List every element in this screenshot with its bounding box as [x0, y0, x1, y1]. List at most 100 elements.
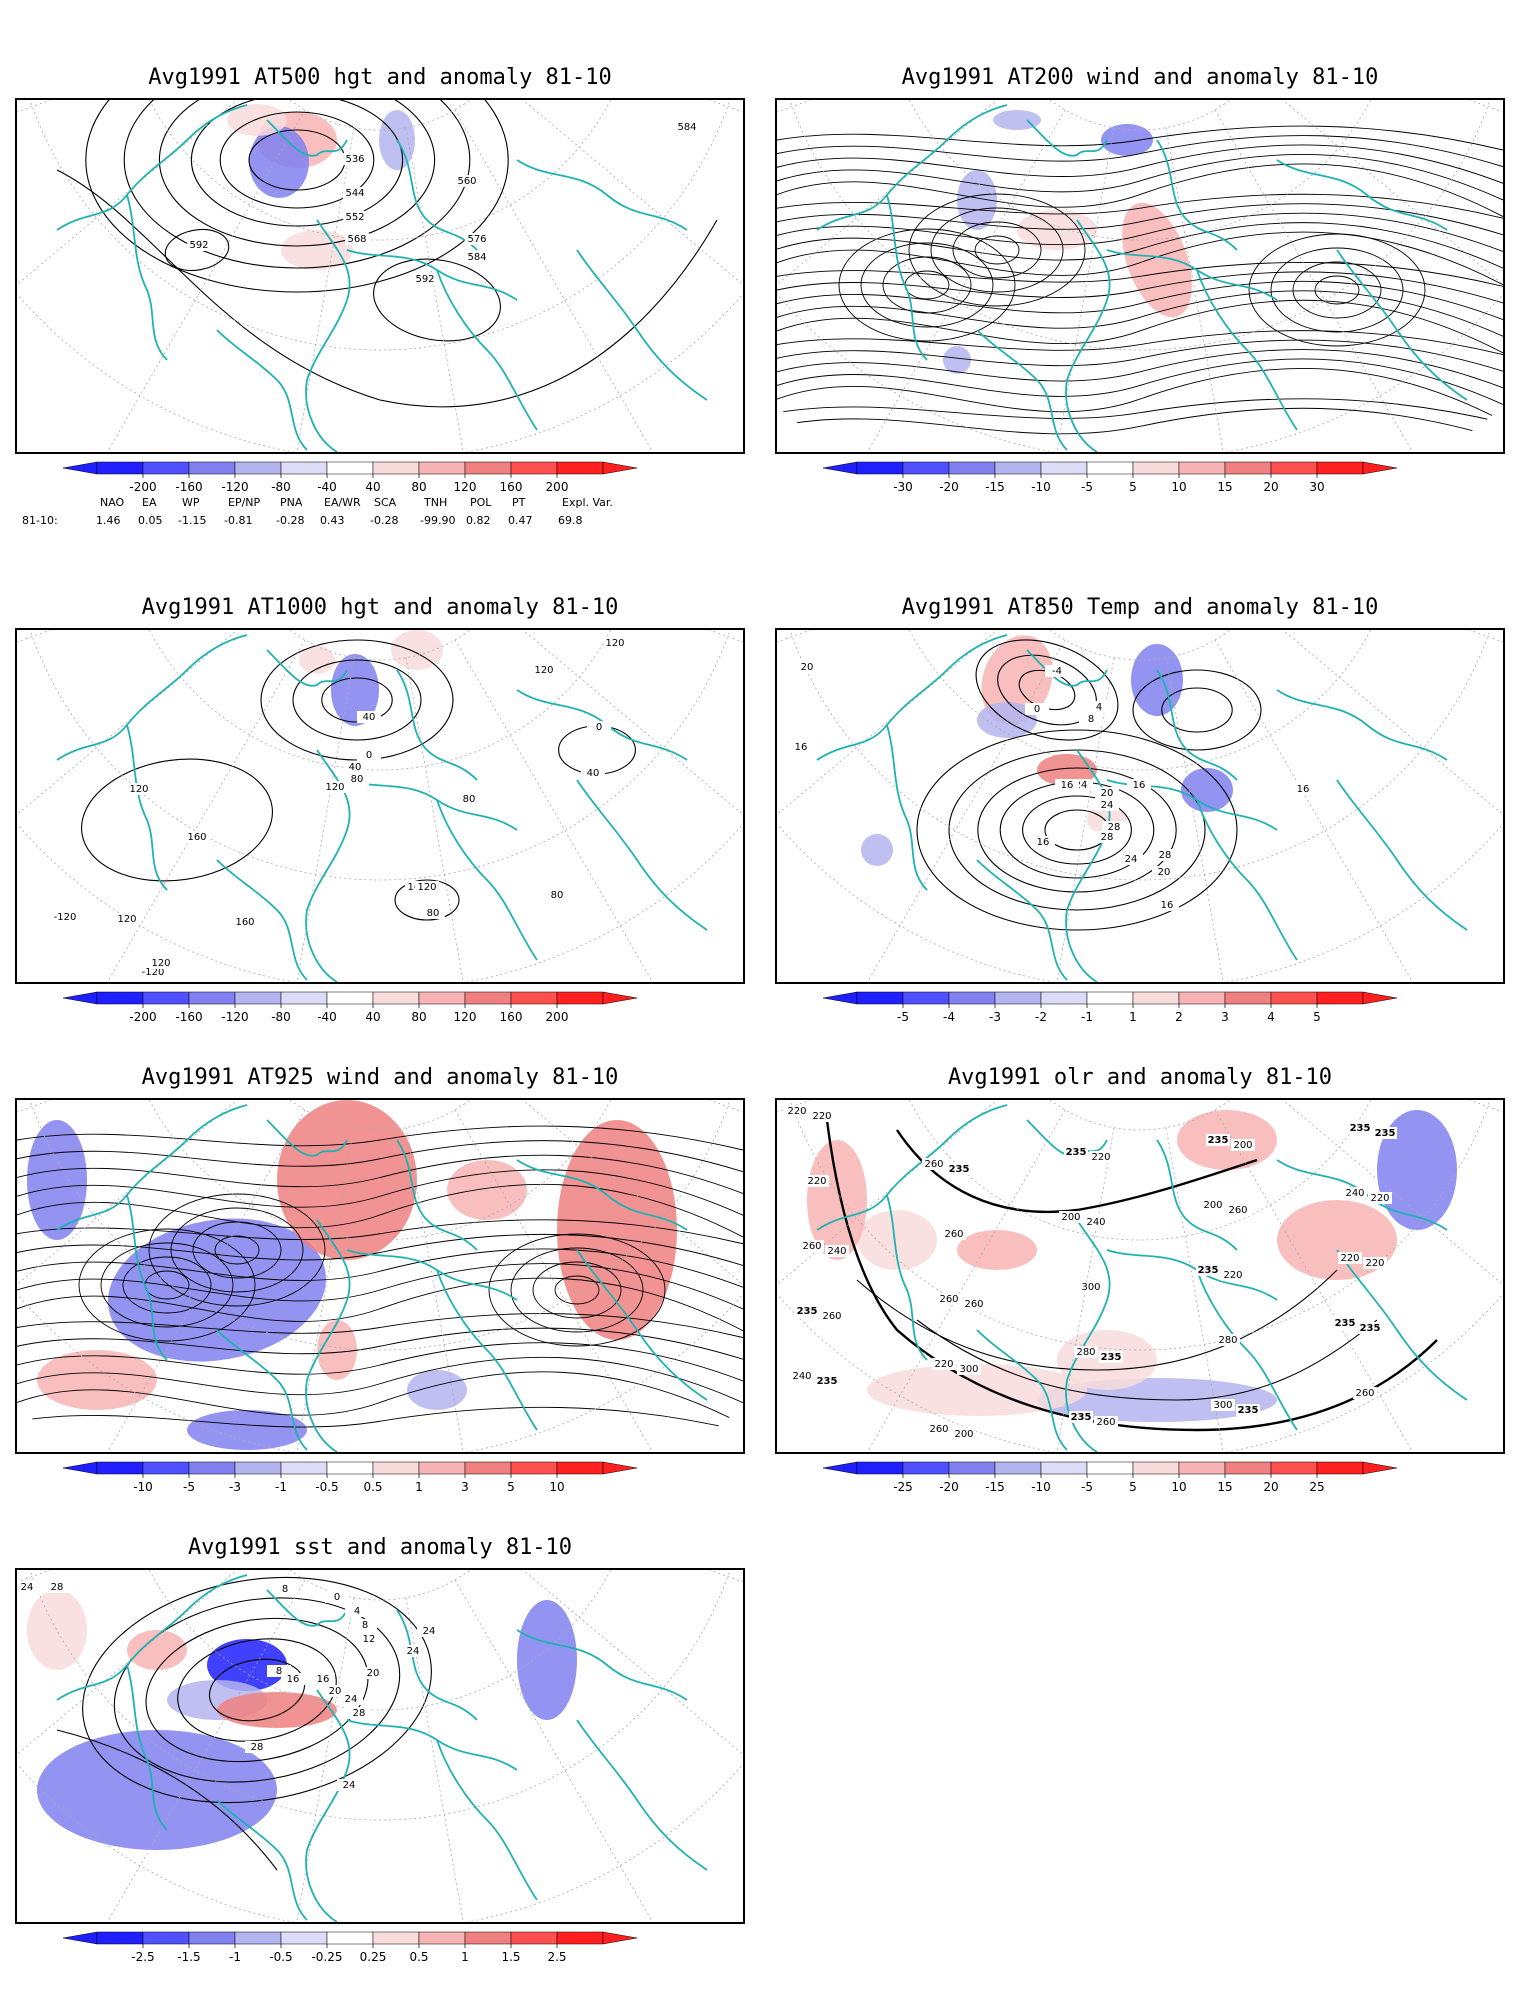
- streamline: [488, 1233, 666, 1347]
- colorbar-swatch: [1270, 461, 1318, 475]
- teleconnection-header: PNA: [280, 496, 303, 509]
- contour-label: 235: [1101, 1352, 1122, 1363]
- coastline: [1156, 1139, 1238, 1251]
- meridian-line: [777, 100, 1026, 341]
- colorbar-tick-label: -15: [985, 1480, 1005, 1494]
- panel-title: Avg1991 AT500 hgt and anomaly 81-10: [148, 65, 612, 90]
- contour-label-bg: [1221, 1269, 1245, 1281]
- contour-label-bg: [345, 1605, 369, 1617]
- colorbar-swatches: [62, 991, 638, 1005]
- contour-label: 28: [1101, 832, 1114, 843]
- contour-label: 200: [1203, 1200, 1222, 1211]
- contour-label-bg: [1055, 779, 1079, 791]
- contour-label: 300: [1213, 1400, 1232, 1411]
- streamline: [17, 1327, 743, 1360]
- panel-title: Avg1991 sst and anomaly 81-10: [187, 1535, 573, 1560]
- contour-label: 235: [1335, 1318, 1356, 1329]
- contour-label-bg: [465, 251, 489, 263]
- contour-label: 8: [276, 1666, 282, 1677]
- anomaly-shading: [391, 630, 443, 670]
- meridian-line: [1042, 127, 1115, 452]
- contour-label-bg: [417, 1625, 441, 1637]
- graticule: [777, 630, 1503, 982]
- contour-label-bg: [1079, 1281, 1103, 1293]
- contour-label: 16: [795, 742, 808, 753]
- streamline: [17, 1219, 743, 1245]
- coastline: [576, 1719, 708, 1871]
- contour-label: 235: [1208, 1135, 1229, 1146]
- contour-label-bg: [1363, 1257, 1387, 1269]
- coastline: [436, 269, 538, 431]
- coastline: [305, 1689, 351, 1922]
- meridian-line: [17, 100, 240, 172]
- contour-label: -120: [142, 967, 165, 978]
- contour-label-bg: [810, 1110, 834, 1122]
- colorbar-swatch: [902, 991, 950, 1005]
- colorbar-swatch: [188, 1931, 236, 1945]
- contour-label: 16: [317, 1674, 330, 1685]
- colorbar-right-arrow: [1362, 991, 1398, 1005]
- contour-line: [1161, 687, 1233, 733]
- teleconnection-header: POL: [470, 496, 492, 509]
- anomaly-shading: [957, 1230, 1037, 1270]
- meridian-line: [99, 639, 306, 982]
- colorbar-swatch: [510, 1931, 558, 1945]
- contour-label: 200: [1233, 1140, 1252, 1151]
- teleconnection-value: -0.28: [370, 514, 399, 527]
- colorbar-tick-label: 20: [1263, 480, 1278, 494]
- colorbar-right-arrow: [1362, 1461, 1398, 1475]
- anomaly-shading: [943, 346, 971, 374]
- contour-label-bg: [323, 781, 347, 793]
- colorbar-swatch: [142, 461, 190, 475]
- contour-label: 220: [787, 1106, 806, 1117]
- contour-label: 235: [817, 1376, 838, 1387]
- streamline: [777, 358, 1503, 405]
- contour-label: 240: [792, 1371, 811, 1382]
- contour-label: 260: [929, 1424, 948, 1435]
- contour-label: 0: [366, 750, 372, 761]
- colorbar-tick-label: 5: [1313, 1010, 1321, 1024]
- contour-label: 16: [1161, 900, 1174, 911]
- anomaly-shading: [217, 1692, 337, 1728]
- colorbar-swatch: [234, 461, 282, 475]
- contour-label-bg: [795, 661, 819, 673]
- colorbar-tick-label: 20: [1263, 1480, 1278, 1494]
- contour-label: 235: [1350, 1123, 1371, 1134]
- contour-label: 260: [924, 1159, 943, 1170]
- colorbar-tick-label: 10: [1171, 480, 1186, 494]
- colorbar-swatch: [372, 991, 420, 1005]
- colorbar-swatch: [556, 1461, 604, 1475]
- contour-label-bg: [1079, 713, 1103, 725]
- colorbar-swatch: [326, 1931, 374, 1945]
- streamline: [777, 261, 1503, 287]
- streamline: [17, 1154, 743, 1194]
- contour-label-bg: [1338, 1252, 1362, 1264]
- contour-label-bg: [795, 1305, 819, 1317]
- contour-label: 260: [1228, 1205, 1247, 1216]
- colorbar-swatches: [822, 461, 1398, 475]
- colorbar-swatch: [994, 991, 1042, 1005]
- contour-label-bg: [675, 121, 699, 133]
- contour-label-bg: [532, 664, 556, 676]
- contour-line: [292, 659, 422, 741]
- colorbar-swatches: [62, 1931, 638, 1945]
- latitude-circle: [777, 630, 1503, 881]
- coastline: [1196, 799, 1298, 961]
- contour-label: 20: [329, 1686, 342, 1697]
- contour-label: 4: [1096, 702, 1102, 713]
- colorbar-swatch: [948, 991, 996, 1005]
- anomaly-shading: [557, 1120, 677, 1340]
- teleconnection-row-label: 81-10:: [22, 514, 58, 527]
- contour-label-bg: [353, 1619, 377, 1631]
- colorbar-swatch: [188, 1461, 236, 1475]
- streamline: [777, 367, 1503, 422]
- meridian-line: [1214, 109, 1421, 452]
- colorbar-swatch: [96, 461, 144, 475]
- coastline: [576, 249, 708, 401]
- map-850temp: 20 16 -4 0 4 8 24 28 16 16 20 24 28 28 24 20 16 16 16: [775, 628, 1505, 984]
- colorbar-tick-label: 200: [546, 1010, 569, 1024]
- coastline: [886, 1194, 928, 1361]
- anomaly-shading: [447, 1160, 527, 1220]
- colorbar-tick-label: -1: [1081, 1010, 1093, 1024]
